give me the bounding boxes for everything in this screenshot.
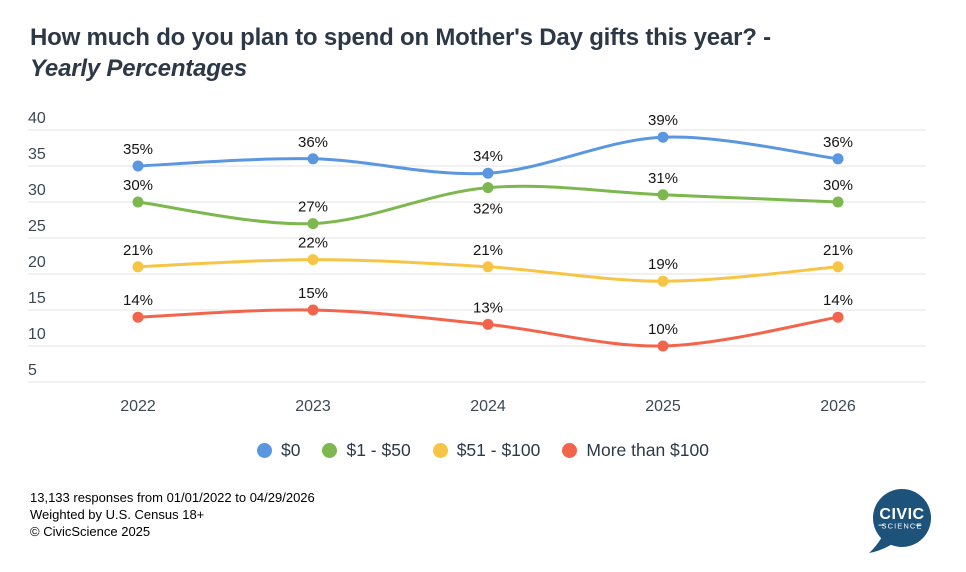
x-axis-tick-label: 2026 [820,398,856,415]
legend-label: More than $100 [586,440,709,460]
data-point-label: 35% [123,141,153,158]
data-point [307,153,319,165]
data-point [832,153,844,165]
y-axis-tick-label: 10 [28,326,46,343]
data-point-label: 21% [473,242,503,259]
data-point-label: 15% [298,285,328,302]
data-point [307,254,319,266]
data-point [307,304,319,316]
logo-rule-right [915,524,922,526]
civicscience-logo: CIVIC SCIENCE [869,489,931,553]
legend-label: $51 - $100 [456,440,541,460]
data-point-label: 36% [823,134,853,151]
y-axis-tick-label: 35 [28,146,46,163]
data-point [482,261,494,273]
data-point-label: 21% [123,242,153,259]
legend-item: $51 - $100 [432,440,541,461]
data-point [307,218,319,230]
data-point-label: 13% [473,299,503,316]
y-axis-tick-label: 30 [28,182,46,199]
data-point [657,275,669,287]
data-point-label: 14% [123,292,153,309]
line-chart: 40 35 30 25 20 15 10 5 2022 2023 2024 2025 2026 35% 36… [28,110,926,415]
legend-label: $1 - $50 [346,440,411,460]
x-axis-tick-label: 2025 [645,398,681,415]
y-axis-tick-label: 25 [28,218,46,235]
chart-title-line2: Yearly Percentages [30,55,247,82]
legend-dot-green-icon [322,443,338,458]
legend-dot-yellow-icon [432,443,448,458]
legend-dot-blue-icon [257,443,273,458]
y-axis-tick-label: 40 [28,110,46,127]
legend-item: More than $100 [562,440,709,461]
data-point-label: 34% [473,148,503,165]
data-point-label: 39% [648,112,678,129]
data-point [132,261,144,273]
x-axis-tick-label: 2023 [295,398,331,415]
y-axis-tick-label: 5 [28,362,37,379]
data-point-label: 27% [298,199,328,216]
data-point-label: 10% [648,321,678,338]
data-point [132,160,144,172]
data-point-label: 31% [648,170,678,187]
y-axis-tick-label: 20 [28,254,46,271]
legend-item: $0 [257,440,300,461]
data-point-label: 32% [473,201,503,218]
copyright-note: © CivicScience 2025 [30,524,151,539]
data-point-label: 14% [823,292,853,309]
chart-footnote: 13,133 responses from 01/01/2022 to 04/2… [30,489,315,540]
data-point [482,318,494,330]
data-point [482,167,494,179]
legend-dot-red-icon [562,443,578,458]
data-point-label: 21% [823,242,853,259]
data-point-label: 22% [298,235,328,252]
data-point [482,182,494,194]
x-axis-tick-label: 2024 [470,398,506,415]
y-axis-tick-label: 15 [28,290,46,307]
data-point [657,340,669,352]
logo-text-civic: CIVIC [879,506,924,523]
chart-legend: $0 $1 - $50 $51 - $100 More than $100 [0,440,966,461]
logo-speech-bubble [873,489,931,547]
logo-text-science: SCIENCE [881,522,922,531]
data-point [132,196,144,208]
data-point [832,311,844,323]
chart-title: How much do you plan to spend on Mother'… [30,22,940,84]
x-axis-tick-label: 2022 [120,398,156,415]
legend-item: $1 - $50 [322,440,411,461]
chart-title-line1: How much do you plan to spend on Mother'… [30,24,771,51]
data-point-label: 36% [298,134,328,151]
data-point-label: 30% [823,177,853,194]
data-point [832,196,844,208]
data-point-label: 19% [648,256,678,273]
data-point [132,311,144,323]
logo-speech-bubble-tail [869,537,894,553]
data-point [657,131,669,143]
legend-label: $0 [281,440,301,460]
data-point [832,261,844,273]
logo-rule-left [878,524,885,526]
data-point [657,189,669,201]
data-point-label: 30% [123,177,153,194]
responses-note: 13,133 responses from 01/01/2022 to 04/2… [30,490,315,505]
weighting-note: Weighted by U.S. Census 18+ [30,507,205,522]
